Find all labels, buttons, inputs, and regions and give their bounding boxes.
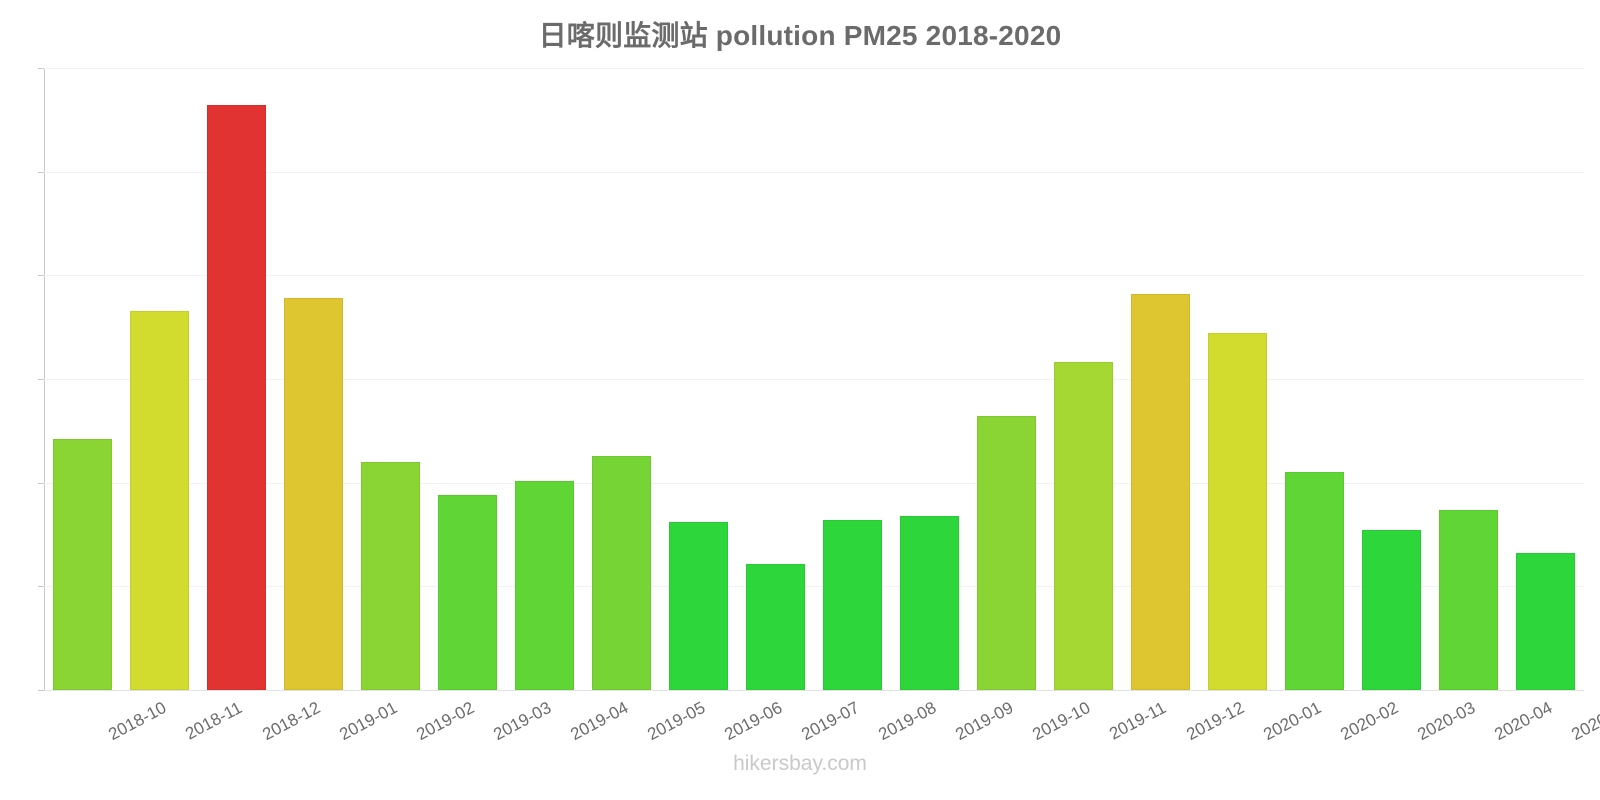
bar-slot bbox=[1045, 68, 1122, 690]
source-watermark: hikersbay.com bbox=[733, 752, 867, 775]
y-tick-mark bbox=[38, 379, 44, 380]
bar-slot bbox=[1507, 68, 1584, 690]
plot-area bbox=[38, 68, 1584, 691]
bar-slot bbox=[121, 68, 198, 690]
bar[interactable] bbox=[53, 439, 112, 690]
x-tick-label: 2020-04 bbox=[1491, 698, 1556, 745]
bar[interactable] bbox=[900, 515, 959, 690]
bar[interactable] bbox=[1516, 553, 1575, 690]
bar-slot bbox=[891, 68, 968, 690]
page-title: 日喀则监测站 pollution PM25 2018-2020 bbox=[538, 20, 1062, 51]
bar-slot bbox=[275, 68, 352, 690]
bar[interactable] bbox=[1362, 530, 1421, 690]
x-tick-label: 2018-12 bbox=[259, 698, 324, 745]
x-tick-label: 2019-09 bbox=[952, 698, 1017, 745]
x-tick-label: 2018-11 bbox=[182, 698, 245, 744]
bar[interactable] bbox=[207, 105, 266, 690]
x-tick-label: 2020-01 bbox=[1260, 698, 1325, 745]
y-tick-mark bbox=[38, 586, 44, 588]
bar[interactable] bbox=[592, 455, 651, 690]
x-tick-label: 2020-05 bbox=[1568, 698, 1600, 745]
x-tick-label: 2020-02 bbox=[1337, 698, 1402, 745]
bar-slot bbox=[814, 68, 891, 690]
bar-slot bbox=[1276, 68, 1353, 690]
bar[interactable] bbox=[823, 520, 882, 690]
bar-slot bbox=[1430, 68, 1507, 690]
x-tick-label: 2019-11 bbox=[1106, 698, 1169, 744]
y-tick-mark bbox=[38, 690, 44, 691]
bar-slot bbox=[352, 68, 429, 690]
bar-series bbox=[44, 68, 1584, 690]
bar-slot bbox=[1199, 68, 1276, 690]
x-tick-label: 2019-02 bbox=[413, 698, 478, 745]
x-tick-label: 2019-05 bbox=[644, 698, 709, 745]
bar-slot bbox=[506, 68, 583, 690]
x-tick-label: 2019-03 bbox=[490, 698, 555, 745]
bar-slot bbox=[968, 68, 1045, 690]
gridline bbox=[44, 379, 1584, 380]
x-tick-label: 2019-04 bbox=[567, 698, 632, 745]
bar-slot bbox=[429, 68, 506, 690]
x-tick-label: 2019-12 bbox=[1183, 698, 1248, 745]
gridline bbox=[44, 482, 1584, 484]
bar[interactable] bbox=[130, 310, 189, 690]
gridline bbox=[44, 690, 1584, 691]
bar[interactable] bbox=[1208, 333, 1267, 690]
bar[interactable] bbox=[1054, 362, 1113, 690]
bar[interactable] bbox=[1131, 294, 1190, 690]
bar-slot bbox=[198, 68, 275, 690]
x-tick-label: 2020-03 bbox=[1414, 698, 1479, 745]
bar[interactable] bbox=[1439, 509, 1498, 690]
x-tick-label: 2019-01 bbox=[336, 698, 401, 745]
x-tick-label: 2018-10 bbox=[105, 698, 170, 745]
bar[interactable] bbox=[361, 461, 420, 690]
bar[interactable] bbox=[438, 495, 497, 690]
bar[interactable] bbox=[1285, 472, 1344, 690]
gridline bbox=[44, 68, 1584, 69]
bar[interactable] bbox=[515, 480, 574, 690]
gridline bbox=[44, 275, 1584, 277]
y-tick-mark bbox=[38, 68, 44, 69]
gridline bbox=[44, 586, 1584, 588]
y-tick-mark bbox=[38, 482, 44, 484]
gridline bbox=[44, 171, 1584, 173]
bar-slot bbox=[1122, 68, 1199, 690]
y-tick-mark bbox=[38, 275, 44, 277]
x-tick-label: 2019-10 bbox=[1029, 698, 1094, 745]
x-tick-label: 2019-06 bbox=[721, 698, 786, 745]
bar-slot bbox=[737, 68, 814, 690]
y-tick-mark bbox=[38, 171, 44, 173]
bar[interactable] bbox=[746, 563, 805, 690]
bar-slot bbox=[660, 68, 737, 690]
bar[interactable] bbox=[669, 522, 728, 690]
bar-slot bbox=[1353, 68, 1430, 690]
bar[interactable] bbox=[284, 298, 343, 690]
x-tick-label: 2019-08 bbox=[875, 698, 940, 745]
bar-slot bbox=[583, 68, 660, 690]
x-tick-label: 2019-07 bbox=[798, 698, 863, 745]
bar[interactable] bbox=[977, 416, 1036, 690]
bar-slot bbox=[44, 68, 121, 690]
